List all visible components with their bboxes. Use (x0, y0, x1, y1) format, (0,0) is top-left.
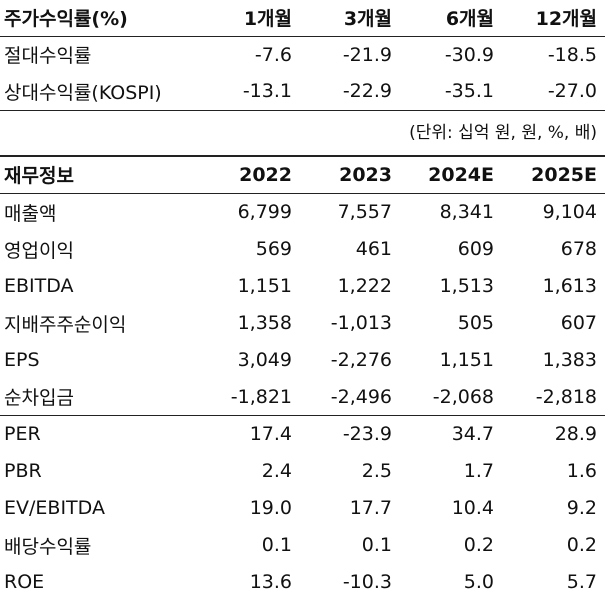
table-row: PER 17.4 -23.9 34.7 28.9 (0, 415, 605, 453)
row-label: PBR (4, 460, 42, 482)
row-label: 배당수익률 (4, 535, 92, 558)
row-label: 매출액 (4, 202, 57, 225)
cell: 1.7 (463, 460, 494, 482)
financials-header-2023: 2023 (339, 163, 392, 186)
row-label: EPS (4, 349, 40, 371)
cell: 2.5 (361, 460, 392, 482)
row-label: 상대수익률(KOSPI) (4, 81, 162, 104)
cell: 569 (255, 238, 292, 260)
returns-header-3m: 3개월 (343, 8, 392, 31)
returns-header-label: 주가수익률(%) (4, 8, 128, 31)
table-row: 상대수익률(KOSPI) -13.1 -22.9 -35.1 -27.0 (0, 73, 605, 110)
cell: -1,821 (230, 385, 292, 408)
row-label: 순차입금 (4, 387, 74, 410)
row-label: 영업이익 (4, 239, 74, 262)
table-row: 지배주주순이익 1,358 -1,013 505 607 (0, 305, 605, 342)
cell: 0.1 (261, 534, 292, 556)
cell: 19.0 (249, 497, 292, 519)
cell: -10.3 (342, 571, 392, 593)
cell: -2,496 (330, 385, 392, 408)
cell: 1,222 (337, 275, 392, 297)
financials-table: 재무정보 2022 2023 2024E 2025E 매출액 6,799 7,5… (0, 155, 605, 601)
financials-header-label: 재무정보 (4, 165, 74, 188)
cell: 1,358 (237, 312, 292, 334)
cell: 9,104 (542, 201, 597, 224)
cell: 9.2 (566, 497, 597, 519)
financials-header-2025e: 2025E (531, 163, 597, 186)
cell: -23.9 (342, 423, 392, 446)
cell: 34.7 (451, 423, 494, 446)
row-label: 절대수익률 (4, 45, 92, 68)
returns-header-row: 주가수익률(%) 1개월 3개월 6개월 12개월 (0, 0, 605, 36)
returns-header-12m: 12개월 (535, 8, 597, 31)
table-row: EV/EBITDA 19.0 17.7 10.4 9.2 (0, 490, 605, 527)
row-label: 지배주주순이익 (4, 313, 127, 336)
cell: -27.0 (547, 80, 597, 103)
row-label: EBITDA (4, 275, 74, 297)
cell: 17.7 (349, 497, 392, 519)
cell: -2,068 (432, 385, 494, 408)
row-label: ROE (4, 571, 45, 593)
cell: -1,013 (330, 312, 392, 334)
financials-header-2022: 2022 (239, 163, 292, 186)
cell: 0.2 (463, 534, 494, 556)
unit-note: (단위: 십억 원, 원, %, 배) (409, 122, 597, 143)
cell: 607 (560, 312, 597, 334)
table-row: 절대수익률 -7.6 -21.9 -30.9 -18.5 (0, 36, 605, 73)
table-row: EPS 3,049 -2,276 1,151 1,383 (0, 342, 605, 379)
cell: -22.9 (342, 80, 392, 103)
cell: 8,341 (439, 201, 494, 224)
cell: 1,151 (237, 275, 292, 297)
cell: 0.2 (566, 534, 597, 556)
cell: -21.9 (342, 43, 392, 66)
table-row: ROE 13.6 -10.3 5.0 5.7 (0, 564, 605, 601)
financials-header-row: 재무정보 2022 2023 2024E 2025E (0, 155, 605, 194)
cell: 0.1 (361, 534, 392, 556)
cell: -7.6 (254, 43, 292, 66)
cell: 13.6 (249, 571, 292, 593)
cell: 1,383 (542, 349, 597, 371)
cell: 3,049 (237, 349, 292, 371)
cell: 1,513 (439, 275, 494, 297)
returns-table: 주가수익률(%) 1개월 3개월 6개월 12개월 절대수익률 -7.6 -21… (0, 0, 605, 111)
table-row: 배당수익률 0.1 0.1 0.2 0.2 (0, 527, 605, 564)
cell: 1.6 (566, 460, 597, 482)
cell: 10.4 (451, 497, 494, 519)
cell: 1,151 (439, 349, 494, 371)
cell: 505 (457, 312, 494, 334)
cell: 678 (560, 238, 597, 260)
returns-header-1m: 1개월 (243, 8, 292, 31)
cell: 5.7 (566, 571, 597, 593)
cell: 609 (457, 238, 494, 260)
cell: 5.0 (463, 571, 494, 593)
cell: 17.4 (249, 423, 292, 446)
row-label: PER (4, 423, 41, 446)
table-row: 영업이익 569 461 609 678 (0, 231, 605, 268)
cell: -2,818 (535, 385, 597, 408)
table-row: EBITDA 1,151 1,222 1,513 1,613 (0, 268, 605, 305)
cell: -13.1 (242, 80, 292, 103)
cell: 1,613 (542, 275, 597, 297)
cell: 461 (355, 238, 392, 260)
returns-header-6m: 6개월 (445, 8, 494, 31)
cell: 28.9 (554, 423, 597, 446)
table-row: 순차입금 -1,821 -2,496 -2,068 -2,818 (0, 379, 605, 416)
cell: -30.9 (444, 43, 494, 66)
cell: -2,276 (330, 349, 392, 371)
table-row: PBR 2.4 2.5 1.7 1.6 (0, 453, 605, 490)
cell: -18.5 (547, 43, 597, 66)
cell: -35.1 (444, 80, 494, 103)
row-label: EV/EBITDA (4, 497, 105, 519)
cell: 2.4 (261, 460, 292, 482)
financials-header-2024e: 2024E (428, 163, 494, 186)
cell: 7,557 (337, 201, 392, 224)
cell: 6,799 (237, 201, 292, 224)
table-row: 매출액 6,799 7,557 8,341 9,104 (0, 194, 605, 231)
